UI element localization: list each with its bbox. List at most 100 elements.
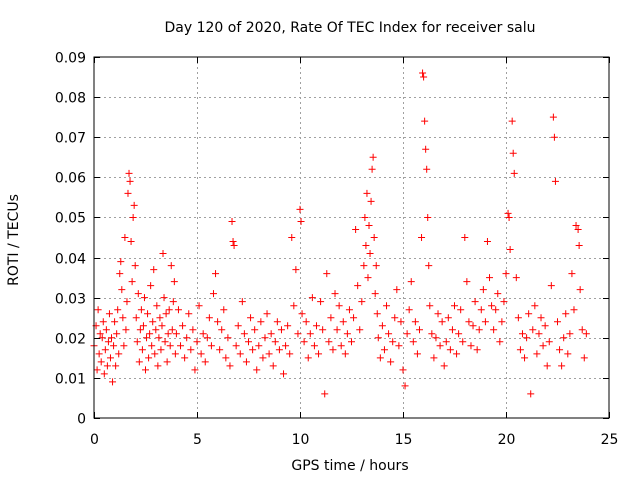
data-point (523, 334, 531, 342)
data-point (168, 326, 176, 334)
data-point (434, 310, 442, 318)
data-point (547, 282, 555, 290)
data-point (171, 350, 179, 358)
data-point (218, 326, 226, 334)
data-point (153, 302, 161, 310)
data-point (440, 362, 448, 370)
data-point (148, 342, 156, 350)
data-point (209, 290, 217, 298)
data-point (164, 330, 172, 338)
data-point (143, 334, 151, 342)
data-point (97, 358, 105, 366)
data-point (104, 338, 112, 346)
data-point (229, 238, 237, 246)
y-tick-label: 0.01 (55, 372, 86, 388)
data-point (114, 306, 122, 314)
data-point (554, 318, 561, 326)
data-point (125, 169, 133, 177)
data-point (140, 294, 148, 302)
data-point (574, 225, 582, 233)
data-point (121, 234, 129, 241)
data-point (467, 342, 475, 350)
data-point (290, 302, 298, 310)
data-point (323, 270, 331, 278)
data-point (514, 314, 522, 322)
axis-ticks: 0 0.01 0.02 0.03 0.04 0.05 0.06 0.07 0.08 0.09 0 5 1… (55, 51, 619, 449)
data-point (109, 378, 117, 386)
data-point (415, 326, 423, 334)
data-point (419, 69, 427, 77)
data-point (165, 306, 173, 314)
data-point (308, 294, 316, 302)
data-point (269, 362, 277, 370)
data-point (374, 334, 382, 342)
data-point (409, 338, 417, 346)
data-point (529, 326, 537, 334)
data-point (490, 326, 498, 334)
data-point (135, 358, 143, 366)
data-point (138, 346, 146, 354)
data-point (157, 346, 165, 354)
data-point (261, 334, 269, 342)
data-point (292, 266, 300, 274)
data-point (465, 318, 473, 326)
data-point (560, 334, 568, 342)
data-point (566, 330, 574, 338)
data-point (372, 262, 380, 270)
data-point (174, 306, 182, 314)
data-point (147, 282, 155, 290)
data-point (364, 274, 372, 282)
data-point (422, 145, 430, 153)
data-point (166, 342, 174, 350)
data-point (504, 209, 512, 217)
data-point (110, 342, 118, 350)
data-point (358, 298, 366, 306)
data-point (115, 350, 123, 358)
data-point (163, 358, 171, 366)
data-point (405, 306, 413, 314)
data-point (486, 274, 494, 282)
x-tick-label: 5 (193, 432, 202, 448)
data-point (284, 322, 292, 330)
data-point (132, 314, 140, 322)
plot-frame (93, 56, 610, 419)
data-point (411, 318, 419, 326)
data-point (348, 338, 355, 346)
data-point (232, 342, 240, 350)
data-point (418, 234, 426, 241)
data-point (306, 330, 314, 338)
data-point (448, 326, 456, 334)
data-point (247, 314, 255, 322)
data-point (494, 290, 502, 298)
data-point (144, 310, 152, 318)
data-point (145, 354, 153, 362)
data-point (259, 354, 267, 362)
data-point (337, 342, 345, 350)
y-tick-label: 0.07 (55, 131, 86, 147)
data-point (568, 270, 576, 278)
data-point (112, 362, 120, 370)
data-point (533, 350, 541, 358)
data-point (146, 330, 154, 338)
data-point (94, 306, 102, 314)
data-point (438, 318, 446, 326)
data-point (116, 270, 124, 278)
data-point (123, 298, 131, 306)
data-point (558, 362, 566, 370)
data-point (500, 298, 508, 306)
data-point (315, 350, 323, 358)
data-point (352, 225, 360, 233)
data-point (356, 326, 364, 334)
data-point (360, 262, 368, 270)
data-point (361, 213, 369, 221)
data-point (118, 286, 126, 294)
data-point (288, 234, 296, 241)
data-point (203, 334, 211, 342)
data-point (263, 310, 271, 318)
data-point (428, 330, 436, 338)
data-point (120, 342, 128, 350)
data-point (572, 221, 580, 229)
data-point (403, 330, 411, 338)
data-point (172, 330, 180, 338)
